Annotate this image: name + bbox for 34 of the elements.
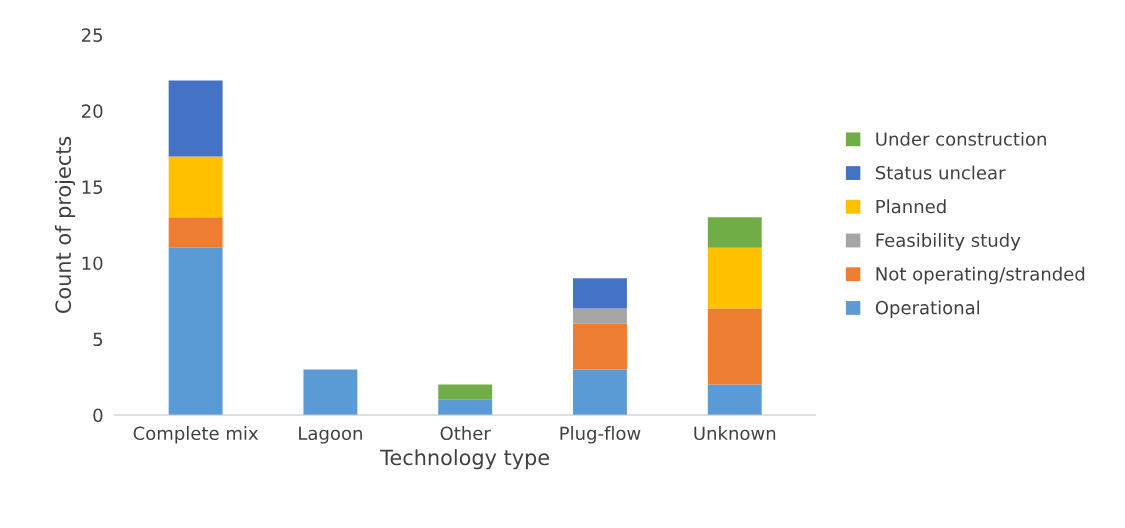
x-tick-label: Plug-flow	[560, 426, 641, 444]
bar	[707, 384, 762, 416]
bar	[303, 369, 358, 416]
y-tick-label: 25	[81, 28, 103, 42]
bar	[707, 308, 762, 385]
y-tick-label: 20	[81, 104, 103, 118]
x-tick-label: Complete mix	[133, 426, 259, 444]
bar	[168, 247, 223, 416]
x-tick-label: Unknown	[694, 426, 776, 441]
bar	[168, 217, 223, 248]
legend-label: Planned	[876, 199, 946, 214]
legend-label: Operational	[875, 300, 980, 318]
legend-label: Not operating/stranded	[876, 266, 1085, 285]
bar	[707, 217, 762, 248]
y-tick-label: 15	[82, 180, 103, 195]
y-tick-label: 5	[93, 332, 103, 347]
x-tick-label: Lagoon	[299, 426, 362, 444]
legend-label: Feasibility study	[876, 233, 1021, 251]
y-tick-label: 0	[93, 408, 103, 423]
bar	[573, 369, 627, 416]
bar	[707, 247, 762, 309]
bar	[168, 80, 223, 157]
bar	[438, 399, 493, 416]
bar	[438, 384, 493, 400]
y-axis-title: Count of projects	[54, 136, 76, 313]
bar	[573, 278, 627, 309]
x-tick-label: Other	[440, 426, 491, 441]
bar	[573, 308, 627, 324]
bar	[168, 156, 223, 218]
legend-label: Status unclear	[875, 165, 1006, 180]
legend-label: Under construction	[876, 131, 1046, 146]
y-tick-label: 10	[82, 256, 103, 271]
x-axis-title: Technology type	[380, 449, 550, 470]
bar	[573, 323, 627, 370]
